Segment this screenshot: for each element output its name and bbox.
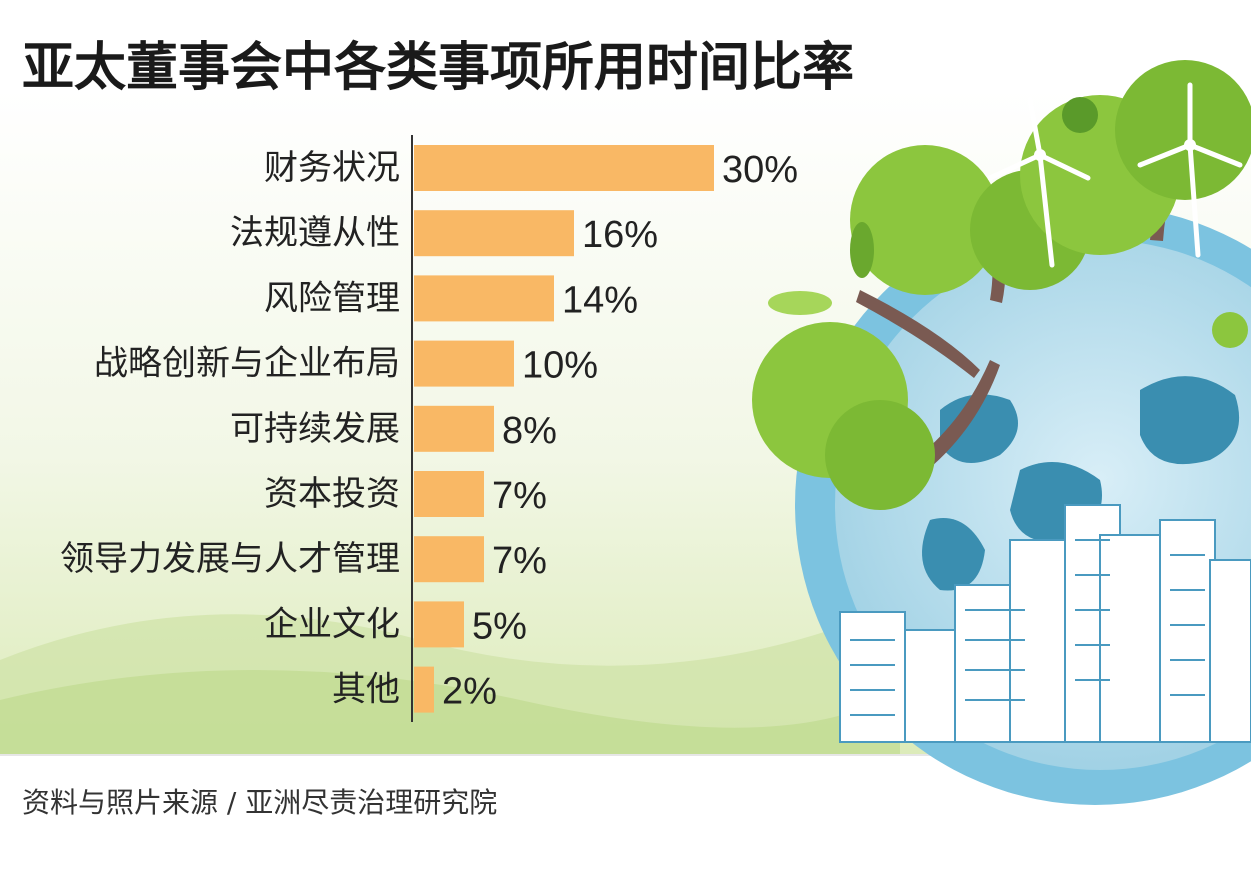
wind-turbine [1034,149,1046,161]
continent [940,394,1018,463]
bar [414,210,574,257]
category-label: 领导力发展与人才管理 [60,539,400,579]
city-buildings [839,504,1251,743]
tree-canopy [825,400,935,510]
source-note: 资料与照片来源 / 亚洲尽责治理研究院 [22,786,497,819]
tree-canopy [1115,60,1251,200]
bar [414,536,484,583]
category-label: 风险管理 [264,278,400,318]
category-label: 企业文化 [264,604,400,644]
tree-trunk [900,360,1000,480]
bars [414,145,714,713]
leaf [768,291,832,315]
bar [414,666,434,713]
category-label: 其他 [332,670,400,710]
bar [414,405,494,452]
value-label: 2% [442,671,497,713]
wind-turbine [1184,139,1196,151]
category-labels: 财务状况法规遵从性风险管理战略创新与企业布局可持续发展资本投资领导力发展与人才管… [60,148,400,710]
bar [414,601,464,648]
bar [414,145,714,191]
building-windows [850,539,1205,716]
category-label: 战略创新与企业布局 [94,344,400,384]
tree-trunk [856,290,980,378]
value-label: 7% [492,475,547,517]
category-label: 可持续发展 [230,409,400,449]
bar [414,471,484,517]
bar [414,340,514,387]
wind-turbine [1137,82,1243,258]
value-label: 5% [472,605,527,647]
leaf [850,222,874,278]
eco-illustration [752,60,1251,805]
continent [1140,376,1240,465]
chart-title: 亚太董事会中各类事项所用时间比率 [22,38,854,98]
value-label: 30% [722,149,798,191]
bar [414,275,554,322]
category-label: 法规遵从性 [230,213,400,253]
category-label: 财务状况 [264,148,400,188]
tree-canopy [1212,312,1248,348]
value-labels: 30% 16% 14% 10% 8% 7% 7% 5% 2% [442,149,798,713]
category-label: 资本投资 [264,474,400,514]
hill-front [0,670,900,755]
value-label: 10% [522,345,598,387]
tree-canopy [850,145,1000,295]
value-label: 16% [582,214,658,256]
continent [922,518,985,591]
value-label: 8% [502,410,557,452]
wind-turbine [987,97,1091,268]
value-label: 14% [562,279,638,321]
tree-canopy [1062,97,1098,133]
value-label: 7% [492,540,547,582]
